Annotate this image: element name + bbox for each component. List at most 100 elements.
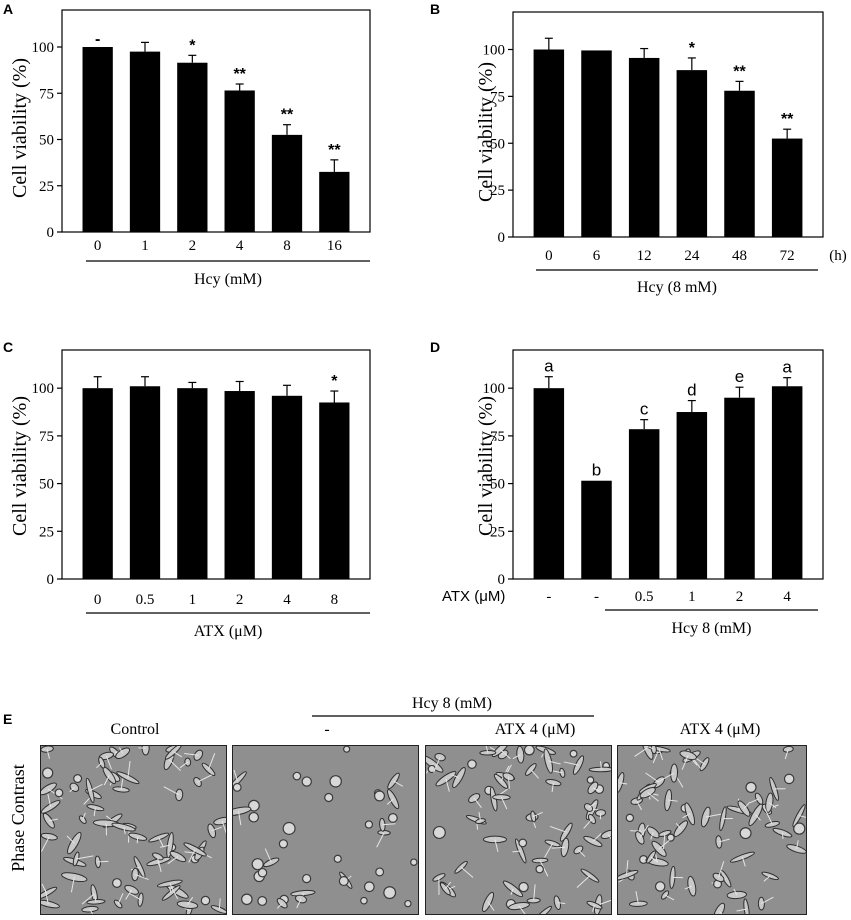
bar bbox=[224, 90, 255, 232]
cell-process bbox=[478, 812, 481, 822]
cell-process bbox=[103, 775, 110, 786]
y-tick-label: 0 bbox=[47, 225, 55, 241]
spindle-cell bbox=[761, 871, 779, 881]
significance-label: ** bbox=[328, 142, 341, 159]
x-tick-label: 0 bbox=[94, 238, 102, 254]
x-tick-label: 2 bbox=[236, 592, 244, 608]
significance-label: d bbox=[687, 381, 696, 400]
cell-process bbox=[125, 889, 133, 900]
round-cell bbox=[410, 858, 418, 866]
cell-process bbox=[658, 748, 664, 761]
background bbox=[233, 746, 418, 914]
round-cell bbox=[535, 864, 544, 874]
cell-process bbox=[741, 856, 746, 867]
cell-process bbox=[96, 762, 103, 769]
round-cell bbox=[333, 854, 342, 863]
round-cell bbox=[42, 767, 54, 779]
cell-process bbox=[44, 889, 49, 905]
cell-process bbox=[549, 825, 567, 833]
panel-label: C bbox=[3, 339, 13, 355]
cell-process bbox=[89, 783, 103, 791]
cell-process bbox=[592, 787, 601, 793]
cell-process bbox=[276, 902, 283, 909]
bar bbox=[628, 57, 660, 237]
cell-process bbox=[636, 800, 643, 811]
cell-process bbox=[583, 818, 593, 829]
round-cell bbox=[292, 771, 302, 781]
round-cell bbox=[523, 746, 535, 756]
x-axis-label: Hcy 8 (mM) bbox=[672, 620, 752, 637]
plot-frame bbox=[61, 349, 371, 580]
bar bbox=[533, 49, 565, 237]
cell-process bbox=[539, 860, 549, 877]
spindle-cell bbox=[514, 838, 527, 864]
cell-process bbox=[755, 814, 761, 821]
significance-label: b bbox=[592, 461, 601, 480]
cell-process bbox=[508, 776, 510, 789]
spindle-cell bbox=[131, 867, 139, 882]
spindle-cell bbox=[184, 757, 192, 767]
round-cell bbox=[338, 876, 349, 887]
round-cell bbox=[654, 881, 666, 892]
round-cell bbox=[324, 792, 334, 803]
round-cell bbox=[248, 799, 260, 812]
x-tick-label: 4 bbox=[236, 238, 244, 254]
cell-process bbox=[179, 761, 189, 769]
cell-process bbox=[94, 894, 97, 902]
cell-process bbox=[718, 861, 725, 878]
y-axis-label: Cell viability (%) bbox=[475, 396, 497, 536]
x-tick-label: 12 bbox=[637, 248, 652, 264]
cell-process bbox=[238, 811, 242, 826]
significance-label: ** bbox=[281, 107, 294, 124]
spindle-cell bbox=[175, 788, 184, 802]
significance-label: a bbox=[544, 357, 554, 376]
spindle-cell bbox=[646, 826, 660, 839]
cell-process bbox=[645, 772, 660, 783]
spindle-cell bbox=[141, 746, 150, 756]
y-tick-label: 75 bbox=[39, 86, 54, 102]
x-tick-label: 0 bbox=[545, 248, 553, 264]
round-cell bbox=[200, 895, 211, 906]
spindle-cell bbox=[553, 895, 562, 910]
round-cell bbox=[783, 773, 795, 785]
cell-process bbox=[167, 856, 179, 865]
spindle-cell bbox=[560, 837, 570, 858]
cell-process bbox=[66, 835, 75, 844]
cell-process bbox=[473, 797, 482, 809]
round-cell bbox=[73, 774, 83, 784]
cell-process bbox=[197, 774, 212, 783]
cell-process bbox=[47, 793, 52, 808]
x-tick-label: 16 bbox=[327, 238, 343, 254]
cell-process bbox=[233, 769, 238, 781]
cell-process bbox=[211, 826, 222, 832]
plot-frame bbox=[61, 9, 371, 233]
spindle-cell bbox=[583, 835, 603, 848]
cell-process bbox=[120, 776, 124, 790]
y-tick-label: 100 bbox=[483, 43, 506, 59]
y-tick-label: 0 bbox=[498, 572, 506, 588]
spindle-cell bbox=[588, 766, 611, 773]
cell-process bbox=[682, 813, 690, 819]
spindle-cell bbox=[156, 879, 183, 888]
cell-process bbox=[48, 818, 58, 822]
spindle-cell bbox=[98, 756, 106, 769]
x-tick-label: 6 bbox=[593, 248, 601, 264]
cell-process bbox=[485, 746, 489, 753]
y-tick-label: 75 bbox=[490, 429, 505, 445]
micrograph-atx-texture bbox=[618, 746, 806, 914]
round-cell bbox=[518, 881, 529, 893]
cell-process bbox=[445, 778, 450, 792]
bar bbox=[271, 134, 303, 232]
spindle-cell bbox=[530, 810, 537, 823]
cell-process bbox=[460, 866, 474, 878]
photo-caption-control: Control bbox=[110, 721, 160, 738]
bar bbox=[771, 138, 803, 237]
bar bbox=[129, 386, 161, 579]
spindle-cell bbox=[726, 890, 747, 900]
bar bbox=[676, 412, 708, 579]
cell-process bbox=[386, 798, 394, 805]
spindle-cell bbox=[757, 896, 765, 911]
bar bbox=[628, 429, 660, 579]
y-tick-label: 75 bbox=[490, 89, 505, 105]
